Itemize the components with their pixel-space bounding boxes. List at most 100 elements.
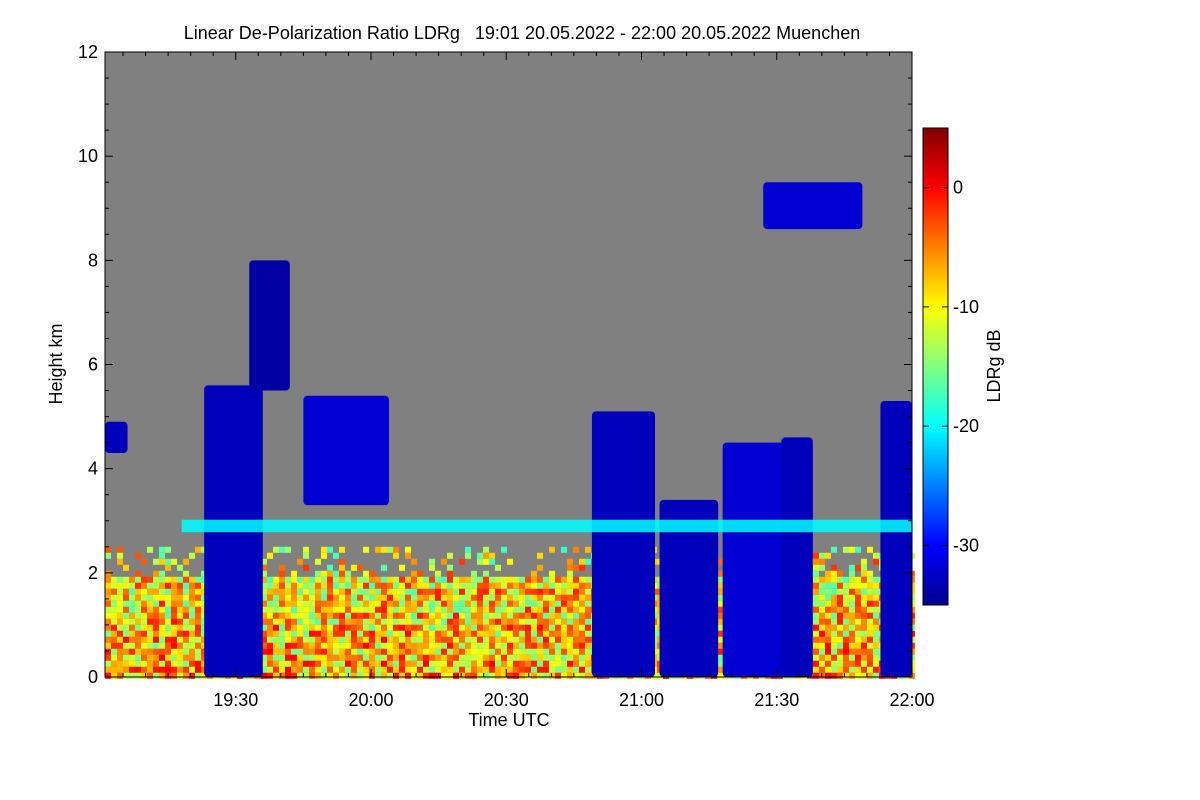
aerosol-cell (507, 630, 513, 637)
aerosol-cell (873, 558, 879, 565)
aerosol-cell (417, 642, 423, 649)
aerosol-cell (567, 642, 573, 649)
aerosol-cell (273, 600, 279, 607)
aerosol-cell (261, 594, 267, 601)
aerosol-cell (405, 618, 411, 625)
aerosol-cell (477, 600, 483, 607)
aerosol-cell (579, 618, 585, 625)
aerosol-cell (837, 570, 843, 577)
aerosol-cell (159, 600, 165, 607)
aerosol-cell (351, 564, 357, 571)
aerosol-cell (351, 588, 357, 595)
aerosol-cell (405, 648, 411, 655)
aerosol-cell (387, 600, 393, 607)
aerosol-cell (111, 612, 117, 619)
aerosol-cell (477, 666, 483, 673)
aerosol-cell (177, 648, 183, 655)
aerosol-cell (333, 648, 339, 655)
aerosol-cell (153, 570, 159, 577)
aerosol-cell (525, 612, 531, 619)
aerosol-cell (849, 594, 855, 601)
aerosol-cell (843, 594, 849, 601)
aerosol-cell (411, 594, 417, 601)
aerosol-cell (519, 630, 525, 637)
aerosol-cell (483, 582, 489, 589)
aerosol-cell (501, 672, 507, 679)
aerosol-cell (105, 588, 111, 595)
x-tick-label: 20:00 (348, 690, 393, 710)
aerosol-cell (435, 612, 441, 619)
aerosol-cell (171, 558, 177, 565)
aerosol-cell (117, 552, 123, 559)
aerosol-cell (189, 552, 195, 559)
aerosol-cell (345, 654, 351, 661)
aerosol-cell (543, 666, 549, 673)
aerosol-cell (483, 654, 489, 661)
aerosol-cell (501, 582, 507, 589)
aerosol-cell (813, 654, 819, 661)
aerosol-cell (453, 576, 459, 583)
aerosol-cell (117, 654, 123, 661)
aerosol-cell (495, 582, 501, 589)
aerosol-cell (813, 624, 819, 631)
aerosol-cell (573, 588, 579, 595)
aerosol-cell (405, 636, 411, 643)
aerosol-cell (555, 624, 561, 631)
aerosol-cell (489, 660, 495, 667)
aerosol-cell (441, 636, 447, 643)
aerosol-cell (861, 606, 867, 613)
aerosol-cell (513, 642, 519, 649)
aerosol-cell (375, 666, 381, 673)
aerosol-cell (525, 588, 531, 595)
aerosol-cell (267, 624, 273, 631)
aerosol-cell (123, 564, 129, 571)
aerosol-cell (717, 618, 723, 625)
aerosol-cell (381, 672, 387, 679)
aerosol-cell (177, 582, 183, 589)
aerosol-cell (717, 630, 723, 637)
aerosol-cell (483, 660, 489, 667)
aerosol-cell (465, 660, 471, 667)
aerosol-cell (303, 666, 309, 673)
aerosol-cell (129, 648, 135, 655)
aerosol-cell (861, 642, 867, 649)
aerosol-cell (279, 654, 285, 661)
aerosol-cell (507, 594, 513, 601)
aerosol-cell (333, 552, 339, 559)
aerosol-cell (369, 606, 375, 613)
melting-layer (181, 519, 912, 533)
aerosol-cell (333, 672, 339, 679)
aerosol-cell (549, 660, 555, 667)
aerosol-cell (429, 558, 435, 565)
aerosol-cell (369, 588, 375, 595)
aerosol-cell (351, 594, 357, 601)
aerosol-cell (423, 660, 429, 667)
x-tick-label: 19:30 (213, 690, 258, 710)
aerosol-cell (333, 666, 339, 673)
aerosol-cell (159, 588, 165, 595)
aerosol-cell (153, 594, 159, 601)
aerosol-cell (267, 552, 273, 559)
ldr-region (763, 182, 863, 230)
aerosol-cell (267, 576, 273, 583)
aerosol-cell (459, 666, 465, 673)
aerosol-cell (171, 618, 177, 625)
aerosol-cell (531, 624, 537, 631)
aerosol-cell (153, 660, 159, 667)
aerosol-cell (399, 666, 405, 673)
aerosol-cell (303, 594, 309, 601)
aerosol-cell (855, 606, 861, 613)
aerosol-cell (147, 654, 153, 661)
aerosol-cell (447, 570, 453, 577)
aerosol-cell (189, 576, 195, 583)
aerosol-cell (873, 576, 879, 583)
aerosol-cell (291, 642, 297, 649)
aerosol-cell (297, 648, 303, 655)
aerosol-cell (873, 666, 879, 673)
aerosol-cell (825, 630, 831, 637)
aerosol-cell (867, 636, 873, 643)
aerosol-cell (861, 654, 867, 661)
aerosol-cell (495, 606, 501, 613)
aerosol-cell (327, 564, 333, 571)
aerosol-cell (525, 666, 531, 673)
